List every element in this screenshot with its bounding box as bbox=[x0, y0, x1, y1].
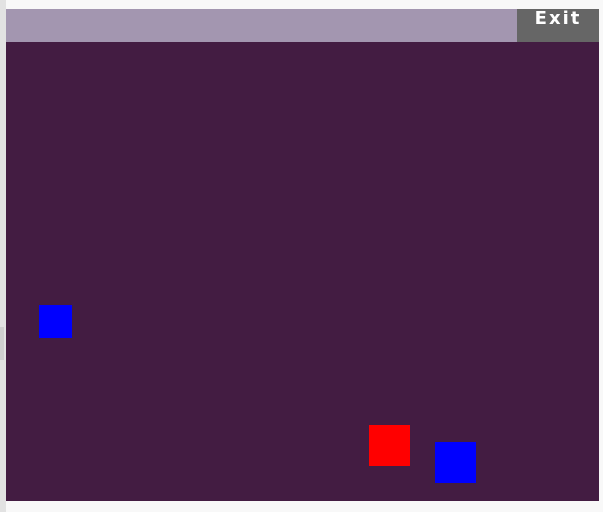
blue-square bbox=[39, 305, 72, 338]
red-square bbox=[369, 425, 410, 466]
header-bar bbox=[6, 9, 599, 42]
blue-square bbox=[435, 442, 476, 483]
exit-button[interactable]: Exit bbox=[517, 9, 599, 42]
game-board[interactable] bbox=[6, 42, 599, 501]
left-edge bbox=[0, 0, 6, 512]
scrollbar-thumb[interactable] bbox=[0, 327, 4, 360]
